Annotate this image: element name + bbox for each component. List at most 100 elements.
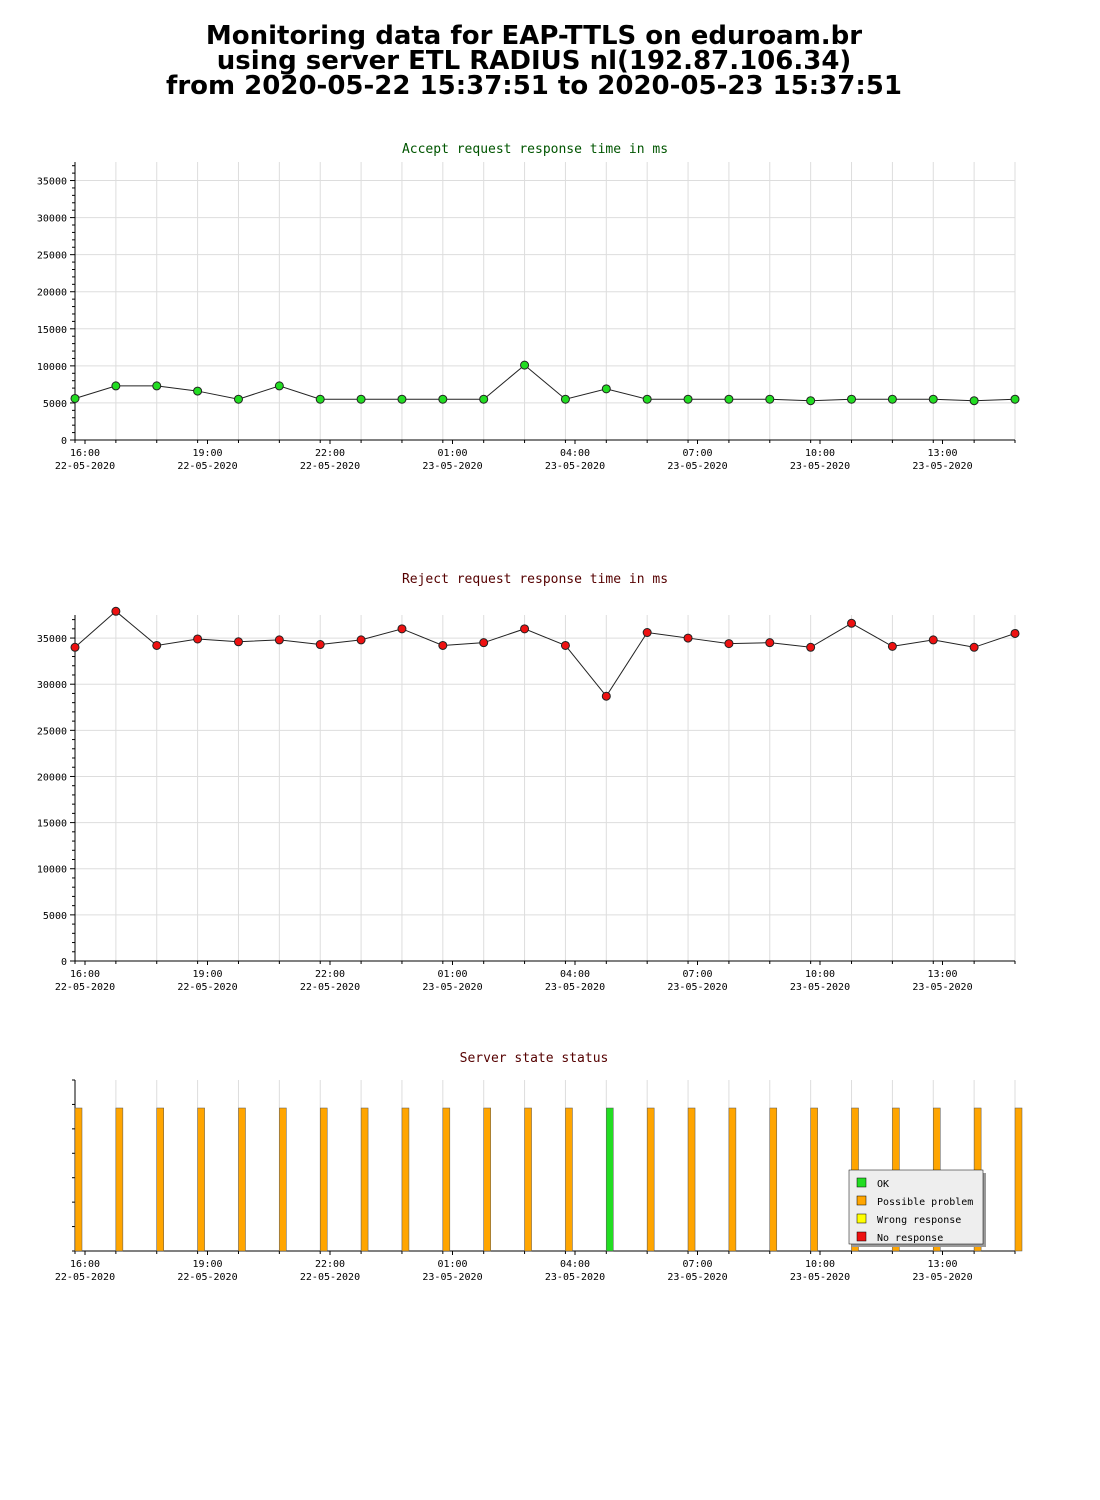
x-tick-label-date: 23-05-2020 — [422, 982, 482, 993]
data-point — [193, 386, 203, 396]
data-point — [683, 633, 693, 643]
title-line-1: Monitoring data for EAP-TTLS on eduroam.… — [205, 21, 863, 51]
legend-swatch — [856, 1177, 867, 1188]
x-tick-label-time: 19:00 — [192, 1259, 222, 1270]
x-tick-label-date: 23-05-2020 — [790, 461, 850, 472]
status-bar — [74, 1107, 83, 1252]
series-line — [74, 610, 1016, 698]
data-point — [642, 628, 652, 638]
y-tick-label: 30000 — [37, 214, 67, 225]
data-point — [724, 639, 734, 649]
title-line-2: using server ETL RADIUS nl(192.87.106.34… — [216, 46, 852, 76]
status-bar — [769, 1107, 778, 1252]
x-tick-label-time: 16:00 — [70, 969, 100, 980]
data-point — [479, 638, 489, 648]
x-tick-label-date: 22-05-2020 — [177, 461, 237, 472]
data-point — [70, 642, 80, 652]
status-bar — [1014, 1107, 1023, 1252]
data-point — [479, 394, 489, 404]
chart-title: Server state status — [460, 1051, 609, 1066]
x-tick-label-date: 22-05-2020 — [300, 461, 360, 472]
y-tick-label: 0 — [61, 957, 67, 968]
x-tick-label-date: 23-05-2020 — [667, 982, 727, 993]
data-point — [560, 640, 570, 650]
data-point — [152, 381, 162, 391]
x-tick-label-date: 22-05-2020 — [300, 1272, 360, 1283]
data-point — [233, 637, 243, 647]
x-tick-label-time: 19:00 — [192, 969, 222, 980]
accept-response-time-chart: Accept request response time in ms 0 5000 1… — [37, 142, 1020, 472]
x-tick-label-time: 07:00 — [682, 448, 712, 459]
legend-box — [848, 1169, 984, 1245]
status-bar — [115, 1107, 124, 1252]
legend-label: No response — [877, 1233, 943, 1244]
x-tick-label-time: 16:00 — [70, 1259, 100, 1270]
status-bar — [483, 1107, 491, 1252]
data-point — [356, 394, 366, 404]
x-tick-label-time: 16:00 — [70, 448, 100, 459]
y-tick-label: 5000 — [43, 399, 67, 410]
server-state-status-chart: Server state status 16:00 22-05-2020 19:00 2… — [55, 1051, 1023, 1283]
data-point — [560, 394, 570, 404]
status-bar — [401, 1107, 410, 1252]
data-point — [847, 394, 857, 404]
y-tick-label: 10000 — [37, 865, 67, 876]
y-tick-label: 20000 — [37, 772, 67, 783]
x-tick-label-time: 22:00 — [315, 969, 345, 980]
x-tick-label-time: 10:00 — [805, 448, 835, 459]
data-point — [683, 394, 693, 404]
data-point — [397, 624, 407, 634]
data-point — [111, 606, 121, 616]
legend-label: Possible problem — [877, 1197, 973, 1208]
x-tick-label-time: 07:00 — [682, 1259, 712, 1270]
x-tick-label-time: 01:00 — [437, 969, 467, 980]
data-point — [520, 360, 530, 370]
status-bar — [197, 1107, 205, 1252]
x-tick-label-date: 22-05-2020 — [55, 982, 115, 993]
y-tick-label: 25000 — [37, 726, 67, 737]
data-point — [520, 624, 530, 634]
x-tick-label-date: 22-05-2020 — [55, 1272, 115, 1283]
data-point — [928, 635, 938, 645]
data-point — [969, 396, 979, 406]
x-tick-label-date: 23-05-2020 — [422, 1272, 482, 1283]
data-point — [315, 640, 325, 650]
data-point — [274, 635, 284, 645]
reject-response-time-chart: Reject request response time in ms 0 5000 1… — [37, 572, 1020, 993]
status-bar — [442, 1107, 451, 1252]
status-bar — [687, 1107, 696, 1252]
data-point — [397, 394, 407, 404]
x-tick-label-date: 23-05-2020 — [667, 1272, 727, 1283]
data-point — [233, 394, 243, 404]
series-line — [74, 364, 1016, 402]
y-tick-label: 5000 — [43, 911, 67, 922]
chart-title: Reject request response time in ms — [402, 572, 668, 587]
data-point — [765, 394, 775, 404]
data-point — [887, 641, 897, 651]
y-tick-label: 0 — [61, 436, 67, 447]
x-tick-label-date: 23-05-2020 — [545, 461, 605, 472]
x-tick-label-time: 04:00 — [560, 969, 590, 980]
legend-label: OK — [877, 1179, 889, 1190]
data-point — [274, 381, 284, 391]
legend-swatch — [856, 1195, 867, 1206]
title-line-3: from 2020-05-22 15:37:51 to 2020-05-23 1… — [166, 71, 902, 101]
x-tick-label-date: 23-05-2020 — [422, 461, 482, 472]
status-bar — [279, 1107, 287, 1252]
x-tick-label-time: 10:00 — [805, 969, 835, 980]
data-point — [601, 691, 611, 701]
status-bar — [238, 1107, 246, 1252]
status-bar — [156, 1107, 164, 1252]
status-bar — [524, 1107, 532, 1252]
y-tick-label: 15000 — [37, 325, 67, 336]
x-tick-label-date: 22-05-2020 — [55, 461, 115, 472]
x-tick-label-date: 23-05-2020 — [667, 461, 727, 472]
status-bar — [810, 1107, 818, 1252]
y-tick-label: 20000 — [37, 288, 67, 299]
x-tick-label-date: 23-05-2020 — [912, 1272, 972, 1283]
data-point — [847, 618, 857, 628]
data-point — [315, 394, 325, 404]
data-point — [765, 638, 775, 648]
y-tick-label: 15000 — [37, 819, 67, 830]
